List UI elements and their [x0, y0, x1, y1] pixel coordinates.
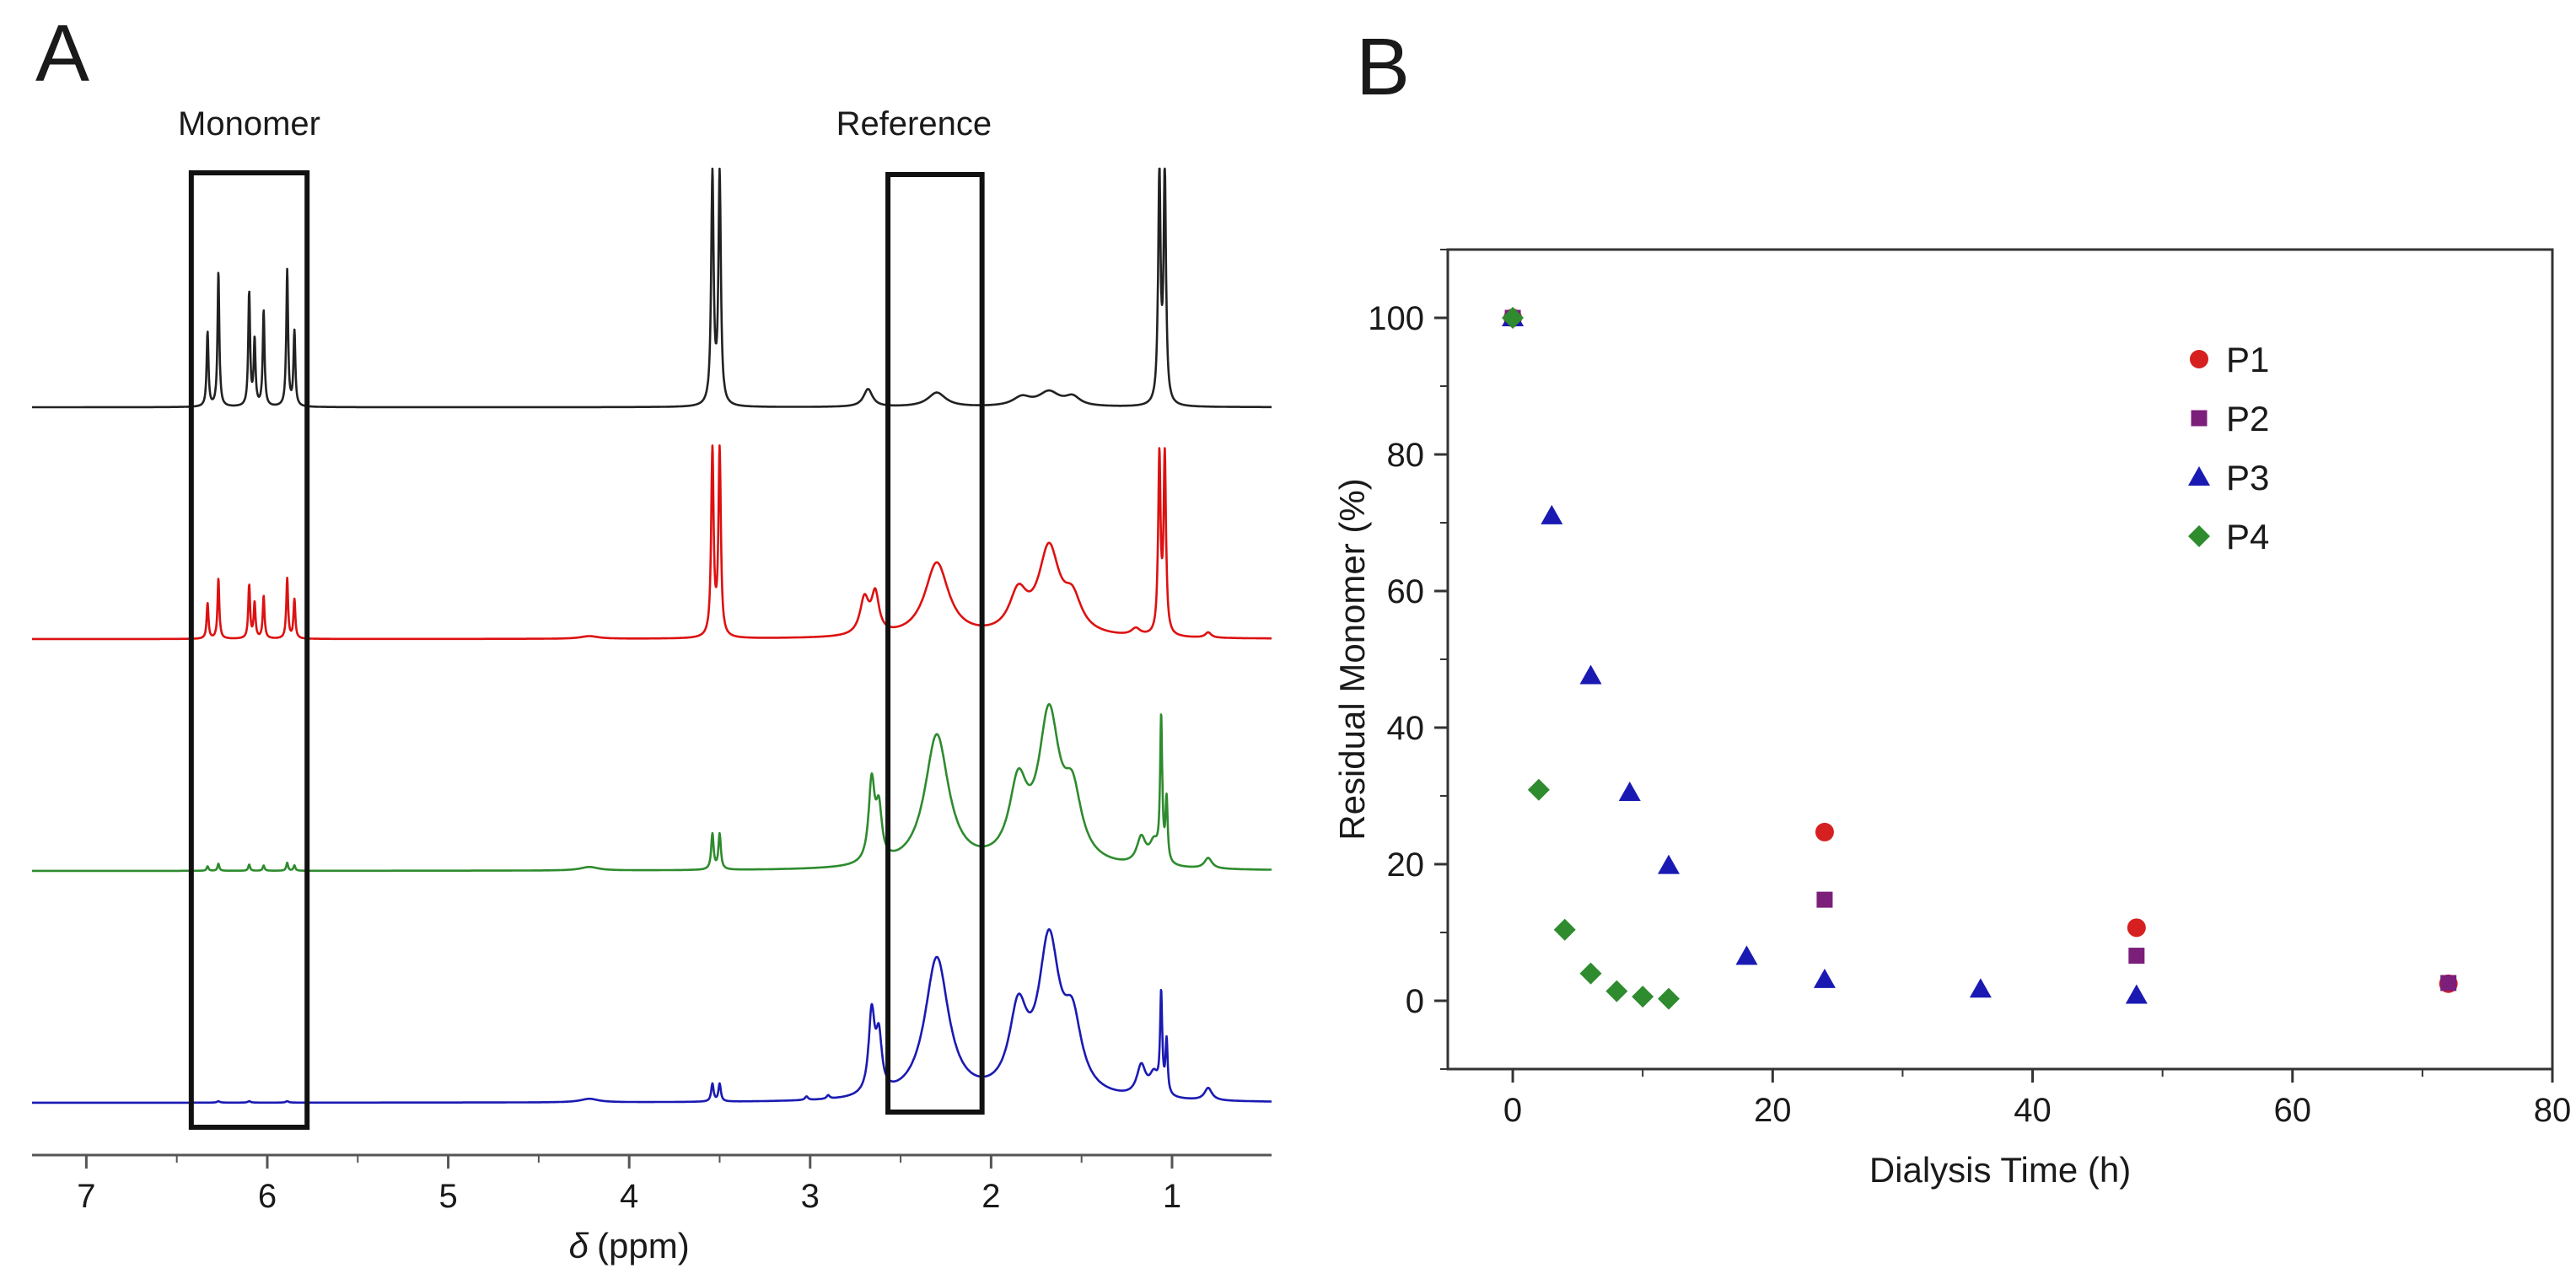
x-axis-symbol: δ: [569, 1226, 589, 1266]
x-tick-label: 1: [1163, 1178, 1181, 1215]
x-tick-label: 40: [2014, 1092, 2052, 1129]
legend-p4-label: P4: [2226, 517, 2269, 556]
x-tick-label: 4: [620, 1178, 638, 1215]
x-tick-label: 6: [258, 1178, 277, 1215]
y-tick-label: 100: [1368, 300, 1424, 337]
p3-point: [1618, 781, 1641, 801]
p3-point: [1658, 854, 1680, 874]
p3-point: [1813, 968, 1836, 988]
y-tick-label: 0: [1406, 983, 1424, 1020]
x-tick-label: 80: [2534, 1092, 2572, 1129]
reference-box: [885, 172, 985, 1115]
spectra-group: [31, 167, 1272, 1104]
p1-point: [2127, 918, 2146, 938]
p4-point: [1658, 987, 1680, 1010]
p4-point: [1579, 962, 1602, 985]
p1-point: [1815, 822, 1834, 841]
x-axis-ticks: 7 6 5 4 3 2 1: [77, 1155, 1181, 1215]
x-tick-label: 2: [981, 1178, 1000, 1215]
monomer-label: Monomer: [178, 105, 320, 142]
scatter-panel: 0 20 40 60 80 0 20 40 60 80 100 P1 P2 P3 P4 Dialysis …: [1332, 248, 2572, 1190]
p2-point: [2128, 948, 2145, 965]
x-tick-label: 60: [2274, 1092, 2312, 1129]
x-tick-label: 20: [1754, 1092, 1792, 1129]
p4-point: [1553, 918, 1576, 941]
p3-point: [1735, 945, 1758, 965]
legend-p1-label: P1: [2226, 340, 2269, 379]
legend-p2-label: P2: [2226, 399, 2269, 438]
p2-point: [1816, 891, 1833, 908]
y-tick-label: 60: [1387, 573, 1425, 610]
y-axis-title: Residual Monomer (%): [1332, 478, 1372, 840]
legend-p4-marker: [2188, 525, 2210, 547]
x-tick-label: 7: [77, 1178, 95, 1215]
x-tick-label: 0: [1503, 1092, 1522, 1129]
p3-point: [1969, 978, 1992, 998]
data-points: [1502, 307, 2458, 1010]
y-tick-label: 80: [1387, 437, 1425, 474]
p3-point: [2125, 984, 2148, 1004]
x-tick-label: 5: [438, 1178, 457, 1215]
nmr-spectra-panel: Monomer Reference 7 6 5 4 3 2 1 δ (ppm): [31, 105, 1272, 1266]
p4-point: [1605, 980, 1628, 1002]
legend-p3-label: P3: [2226, 458, 2269, 497]
p4-point: [1632, 986, 1654, 1008]
x-tick-label: 3: [801, 1178, 820, 1215]
reference-label: Reference: [836, 105, 992, 142]
p3-point: [1579, 664, 1602, 685]
plot-frame: [1446, 248, 2554, 1071]
legend-p3-marker: [2188, 466, 2210, 486]
y-tick-label: 40: [1387, 710, 1425, 747]
x-axis-unit: (ppm): [597, 1226, 690, 1266]
axis-ticks: 0 20 40 60 80 0 20 40 60 80 100: [1368, 249, 2572, 1129]
p4-point: [1502, 307, 1525, 329]
spectrum-red: [31, 444, 1272, 641]
highlight-boxes: Monomer Reference: [178, 105, 992, 1130]
x-axis-title: δ (ppm): [569, 1226, 690, 1266]
y-tick-label: 20: [1387, 846, 1425, 884]
panel-a-letter: A: [35, 8, 89, 99]
p4-point: [1527, 778, 1550, 801]
legend: P1 P2 P3 P4: [2188, 340, 2269, 556]
x-axis-title: Dialysis Time (h): [1869, 1150, 2131, 1190]
monomer-box: [188, 170, 310, 1130]
p2-point: [2440, 975, 2457, 991]
p3-point: [1541, 504, 1563, 524]
spectrum-black: [31, 167, 1272, 409]
spectrum-green: [31, 702, 1272, 873]
spectrum-blue: [31, 928, 1272, 1104]
panel-b-letter: B: [1356, 22, 1410, 112]
legend-p1-marker: [2190, 350, 2208, 368]
legend-p2-marker: [2191, 410, 2208, 427]
